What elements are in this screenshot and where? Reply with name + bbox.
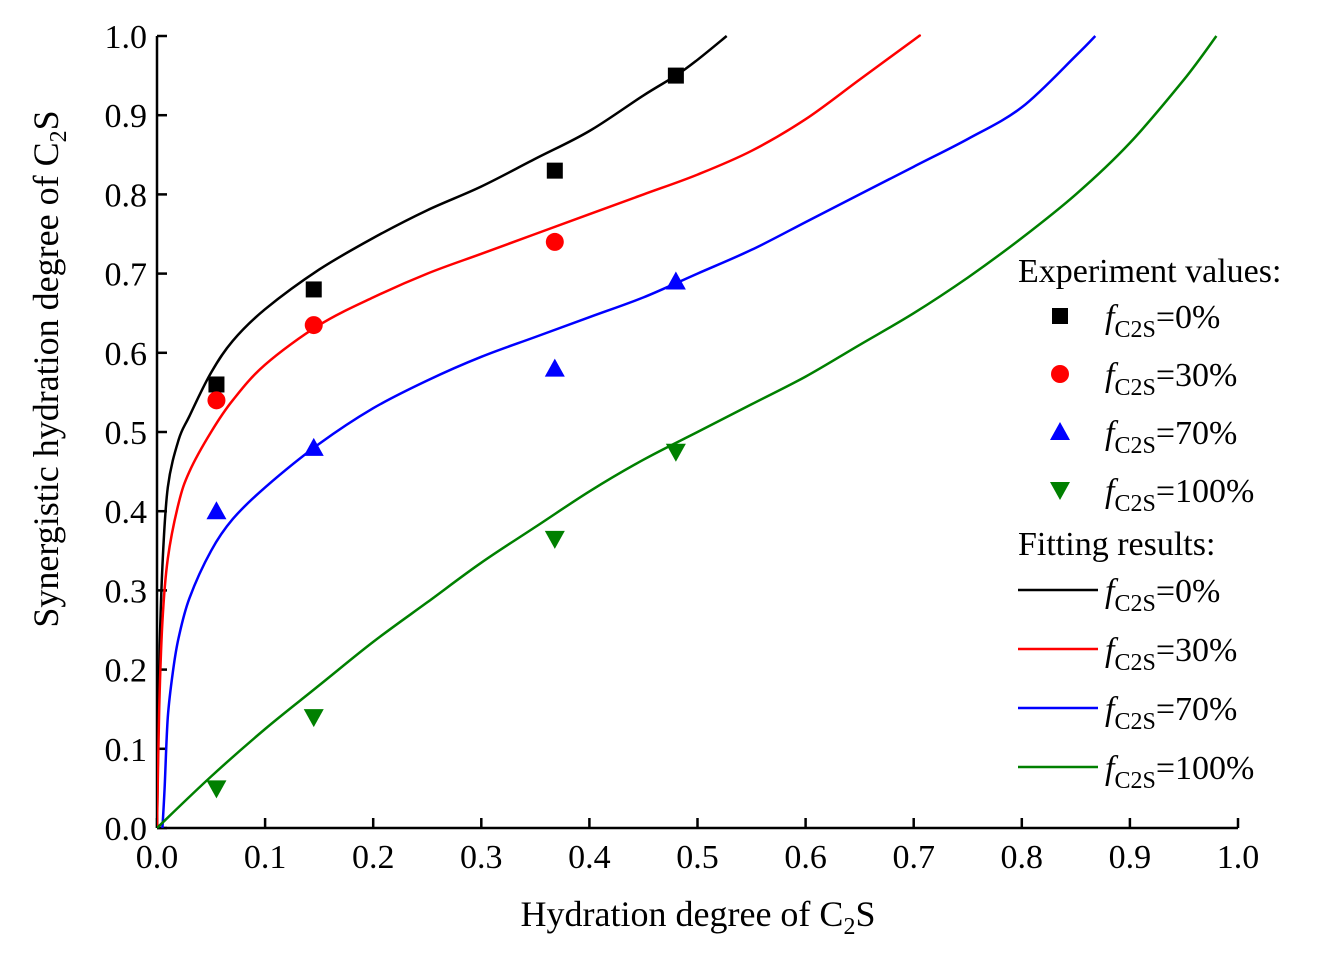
- x-tick-label: 0.6: [784, 839, 827, 876]
- legend-label: fC2S=100%: [1105, 473, 1254, 517]
- data-point-triangle-up: [206, 501, 227, 520]
- legend-marker-triangle-up: [1050, 422, 1070, 440]
- data-point-triangle-down: [303, 709, 324, 728]
- data-point-square: [305, 281, 322, 298]
- fit-line-0pct: [157, 35, 728, 829]
- x-tick-label: 0.1: [244, 839, 287, 876]
- y-tick-label: 0.1: [105, 732, 148, 769]
- y-tick-label: 0.0: [105, 811, 148, 848]
- legend-fitting-title: Fitting results:: [1018, 526, 1215, 563]
- fit-line-30pct: [157, 34, 922, 829]
- legend: Experiment values: Fitting results: fC2S…: [1018, 253, 1281, 794]
- data-point-circle: [545, 232, 564, 251]
- x-tick-label: 0.5: [676, 839, 719, 876]
- y-tick-label: 1.0: [105, 19, 148, 56]
- x-tick-label: 0.0: [136, 839, 179, 876]
- y-tick-label: 0.7: [105, 257, 148, 294]
- fit-line-100pct: [157, 35, 1218, 829]
- fitting-lines: [157, 34, 1218, 829]
- legend-label: fC2S=0%: [1105, 573, 1220, 617]
- x-axis-title: Hydration degree of C2S: [521, 894, 876, 940]
- x-tick-label: 0.8: [1001, 839, 1044, 876]
- x-tick-label: 0.9: [1109, 839, 1152, 876]
- x-tick-label: 0.2: [352, 839, 395, 876]
- data-point-triangle-up: [544, 358, 565, 377]
- data-point-square: [208, 376, 225, 393]
- legend-marker-square: [1052, 308, 1068, 324]
- y-tick-label: 0.3: [105, 573, 148, 610]
- x-tick-label: 0.3: [460, 839, 503, 876]
- y-tick-label: 0.9: [105, 98, 148, 135]
- data-point-triangle-down: [665, 443, 686, 462]
- x-tick-label: 0.4: [568, 839, 611, 876]
- legend-marker-triangle-down: [1050, 482, 1070, 500]
- legend-marker-circle: [1051, 365, 1069, 383]
- data-point-triangle-down: [206, 780, 227, 799]
- tick-labels: 0.0 0.1 0.2 0.3 0.4 0.5 0.6 0.7 0.8 0.9 1.0 0.0 0.1 0…: [105, 19, 1260, 876]
- data-point-square: [546, 162, 563, 179]
- legend-label: fC2S=30%: [1105, 632, 1237, 676]
- data-point-triangle-up: [665, 271, 686, 290]
- experiment-markers: [206, 67, 686, 799]
- legend-label: fC2S=30%: [1105, 357, 1237, 401]
- data-point-triangle-up: [303, 437, 324, 456]
- fit-line-70pct: [161, 35, 1097, 829]
- y-tick-label: 0.6: [105, 336, 148, 373]
- legend-label: fC2S=100%: [1105, 750, 1254, 794]
- y-tick-label: 0.5: [105, 415, 148, 452]
- y-tick-label: 0.4: [105, 494, 148, 531]
- x-tick-label: 1.0: [1217, 839, 1260, 876]
- y-tick-label: 0.2: [105, 653, 148, 690]
- x-tick-label: 0.7: [892, 839, 935, 876]
- data-point-circle: [304, 316, 323, 335]
- axis-titles: Hydration degree of C2S Synergistic hydr…: [26, 110, 875, 940]
- legend-label: fC2S=70%: [1105, 691, 1237, 735]
- data-point-square: [667, 67, 684, 84]
- data-point-circle: [207, 391, 226, 410]
- legend-label: fC2S=70%: [1105, 415, 1237, 459]
- legend-experiment-title: Experiment values:: [1018, 253, 1281, 290]
- y-tick-label: 0.8: [105, 177, 148, 214]
- axes: [155, 34, 1240, 830]
- y-axis-title: Synergistic hydration degree of C2S: [26, 110, 72, 627]
- legend-label: fC2S=0%: [1105, 299, 1220, 343]
- data-point-triangle-down: [544, 530, 565, 549]
